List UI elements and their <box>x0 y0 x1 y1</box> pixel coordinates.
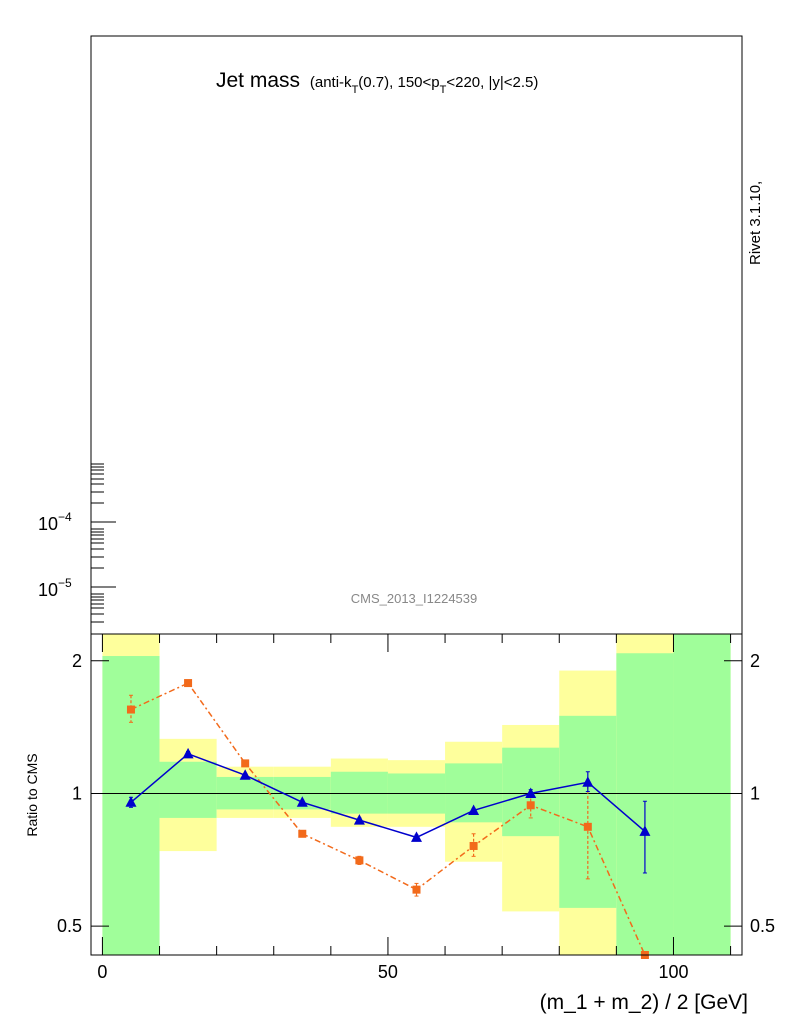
orange-square-point <box>355 856 364 865</box>
blue-triangle-point <box>296 796 308 807</box>
green-band-bin <box>159 761 217 818</box>
y-tick-label-right: 0.5 <box>750 916 775 936</box>
y-tick-label: 0.5 <box>57 916 82 936</box>
orange-square-point <box>298 829 307 838</box>
orange-square-point <box>241 759 250 768</box>
title-sub-b: T <box>352 84 359 96</box>
blue-triangle-point <box>525 787 537 798</box>
title-main: Jet mass <box>216 69 300 92</box>
y-tick-label: 1 <box>72 783 82 803</box>
green-band-bin <box>330 771 388 814</box>
analysis-watermark: CMS_2013_I1224539 <box>351 591 478 606</box>
y-tick-label-right: 2 <box>750 651 760 671</box>
uncertainty-bands <box>102 634 731 955</box>
orange-square-point <box>184 679 193 688</box>
orange-square-point <box>583 822 592 831</box>
ratio-y-axis-label: Ratio to CMS <box>24 753 40 836</box>
ratio-panel-frame <box>90 633 743 956</box>
ratio-x-axis-label: (m_1 + m_2) / 2 [GeV] <box>540 991 748 1014</box>
blue-triangle-point <box>639 825 651 836</box>
orange-square-point <box>469 841 478 850</box>
orange-square-point <box>526 801 535 810</box>
main-y-tick-label-1e-4: 10−4 <box>38 510 72 534</box>
orange-square-point <box>412 885 421 894</box>
x-tick-label: 0 <box>97 962 107 982</box>
blue-triangle-point <box>468 804 480 815</box>
series-layer <box>125 679 651 959</box>
orange-square-point <box>126 705 135 714</box>
title-sub-e: <220, |y|<2.5) <box>446 74 538 91</box>
title-sub-a: (anti-k <box>310 74 352 91</box>
orange-series-line <box>130 682 646 956</box>
blue-series-line <box>130 752 646 839</box>
y-tick-label-right: 1 <box>750 783 760 803</box>
blue-triangle-point <box>239 769 251 780</box>
title-sub-d: T <box>440 84 447 96</box>
x-tick-label: 100 <box>658 962 688 982</box>
x-tick-label: 50 <box>378 962 398 982</box>
blue-triangle-point <box>125 796 137 807</box>
blue-triangle-point <box>582 776 594 787</box>
main-y-ticks <box>91 463 116 623</box>
main-panel-frame <box>90 35 743 635</box>
y-tick-label: 2 <box>72 651 82 671</box>
title-sub-c: (0.7), 150<p <box>358 74 439 91</box>
blue-triangle-point <box>182 747 194 759</box>
ratio-panel: 0 50 100 0.5 0.5 1 1 2 2 Ratio to CMS (m_1 + m_2… <box>24 633 775 1014</box>
blue-triangle-point <box>353 814 365 825</box>
main-title: Jet mass (anti-kT(0.7), 150<pT<220, |y|<… <box>216 69 538 96</box>
green-band-bin <box>673 634 731 955</box>
rivet-version-label: Rivet 3.1.10, <box>747 181 764 265</box>
ratio-ticks: 0 50 100 0.5 0.5 1 1 2 2 <box>57 634 775 982</box>
main-panel: Jet mass (anti-kT(0.7), 150<pT<220, |y|<… <box>38 35 764 635</box>
blue-triangle-point <box>411 831 422 842</box>
main-y-tick-label-1e-5: 10−5 <box>38 576 72 600</box>
